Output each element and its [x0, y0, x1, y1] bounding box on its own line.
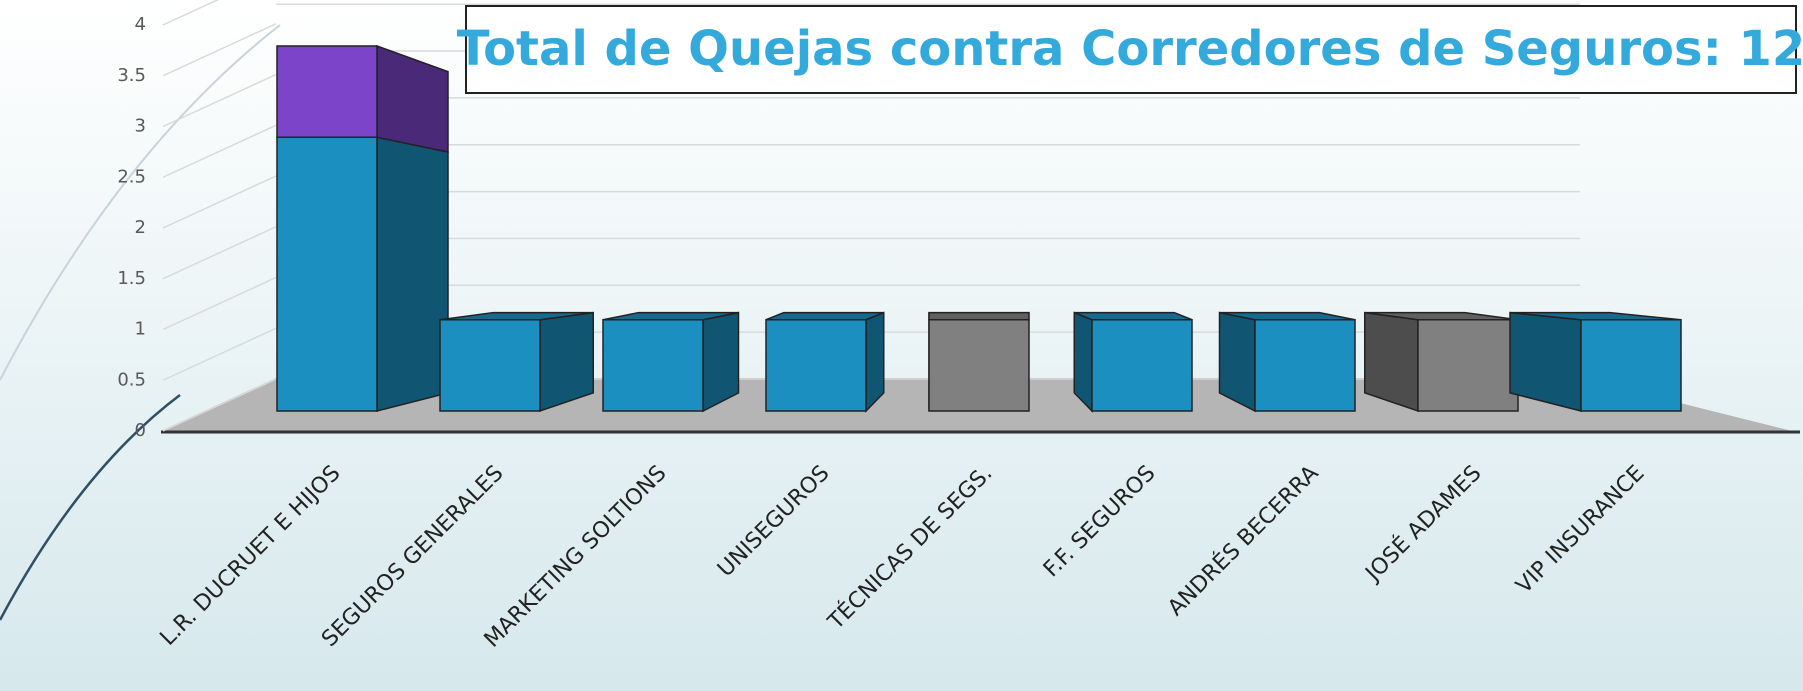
bar [765, 319, 867, 412]
y-tick-label: 1.5 [117, 268, 146, 289]
y-tick-label: 3 [135, 116, 146, 137]
bar-side [539, 311, 594, 413]
grid-line [162, 124, 277, 178]
y-tick-label: 1 [135, 319, 146, 340]
bar [439, 319, 541, 412]
decor-curve [0, 394, 181, 621]
bar-side [1364, 311, 1419, 413]
y-tick-label: 4 [135, 14, 146, 35]
y-tick-label: 0 [135, 420, 146, 441]
bar [276, 45, 378, 138]
grid-line [162, 378, 277, 432]
y-tick-label: 2.5 [117, 166, 146, 187]
bar-top [1073, 311, 1193, 321]
y-tick-label: 3.5 [117, 65, 146, 86]
grid-line [162, 73, 277, 128]
grid-line [162, 23, 277, 77]
bar [276, 136, 378, 412]
bar [1091, 319, 1193, 412]
bar [1417, 319, 1519, 412]
bar-side [865, 311, 885, 413]
grid-line [162, 175, 277, 229]
grid-line [162, 276, 277, 331]
bar [602, 319, 704, 412]
grid-line [162, 0, 220, 26]
bar [1254, 319, 1356, 412]
bar-side [702, 311, 740, 413]
bar [1580, 319, 1682, 412]
grid-line [162, 327, 277, 381]
chart-title: Total de Quejas contra Corredores de Seg… [457, 21, 1803, 77]
grid-line [162, 226, 277, 280]
y-tick-label: 0.5 [117, 369, 146, 390]
bar-top [765, 311, 885, 321]
y-tick-label: 2 [135, 217, 146, 238]
bar-side [1509, 311, 1582, 412]
title-box [465, 5, 1797, 94]
bar-side [1073, 311, 1093, 413]
bar-side [1218, 311, 1256, 413]
bar [928, 319, 1030, 412]
bar-side [376, 136, 449, 412]
decor-curve [0, 24, 281, 381]
bar-top [928, 311, 1030, 321]
